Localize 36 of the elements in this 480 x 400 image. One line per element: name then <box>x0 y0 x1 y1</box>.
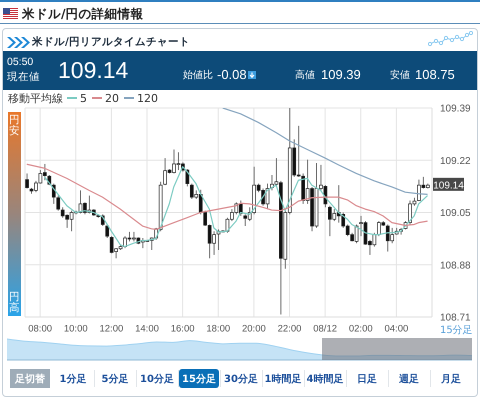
x-tick-label: 02:00 <box>348 324 373 335</box>
y-tick-label: 109.22 <box>440 156 472 167</box>
x-tick-label: 08:00 <box>28 324 52 335</box>
text: 現在値 <box>7 71 40 84</box>
x-tick-label: 04:00 <box>384 324 408 335</box>
text: 高値 <box>295 70 315 82</box>
label-chip: 足切替 <box>10 369 50 388</box>
x-tick-label: 18:00 <box>206 324 230 335</box>
y-tick-label: 109.05 <box>440 208 472 220</box>
text: 円高 <box>9 291 20 314</box>
legend-title: 移動平均線 <box>8 90 63 106</box>
x-tick-label: 22:00 <box>278 324 302 335</box>
legend-label: 20 <box>105 92 119 104</box>
text: 始値比 <box>183 70 213 82</box>
x-tick-label: 20:00 <box>242 324 266 335</box>
y-tick-label: 108.71 <box>440 312 472 324</box>
legend-label: 120 <box>137 92 158 104</box>
x-tick-label: 10:00 <box>64 324 88 335</box>
text: 米ドル/円リアルタイムチャート <box>32 36 190 49</box>
text: 109.14 <box>58 57 128 83</box>
y-tick-label: 109.39 <box>440 104 472 115</box>
text: -0.08 <box>217 67 247 82</box>
text: 15分足 <box>440 325 473 336</box>
x-tick-label: 12:00 <box>99 324 124 335</box>
text: 05:50 <box>7 56 34 69</box>
text: 米ドル/円の詳細情報 <box>22 6 144 21</box>
text: 安値 <box>390 70 410 82</box>
y-tick-label: 108.88 <box>440 260 472 272</box>
text: 円安 <box>9 114 20 137</box>
annotation: 109.14 <box>433 180 464 192</box>
text: 109.39 <box>321 67 361 82</box>
x-tick-label: 14:00 <box>135 324 159 335</box>
x-tick-label: 08/12 <box>313 324 338 335</box>
legend-label: 5 <box>80 92 87 104</box>
x-tick-label: 16:00 <box>170 324 195 335</box>
text: 108.75 <box>415 67 455 82</box>
